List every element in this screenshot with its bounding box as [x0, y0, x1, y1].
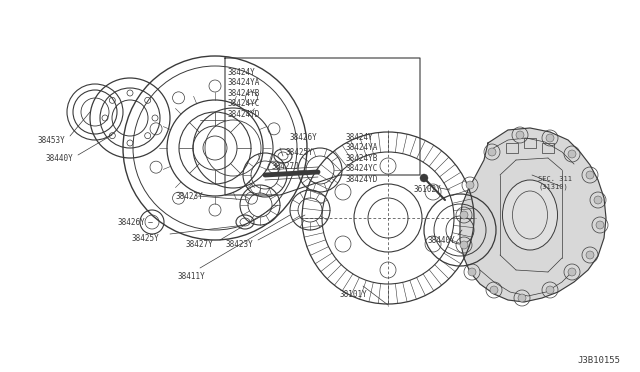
Text: 38453Y: 38453Y: [38, 136, 66, 145]
Ellipse shape: [502, 180, 557, 250]
Text: 36102Y: 36102Y: [414, 185, 442, 194]
Bar: [506, 143, 518, 153]
Circle shape: [420, 174, 428, 182]
Text: 38426Y: 38426Y: [118, 218, 146, 227]
Circle shape: [568, 150, 576, 158]
Text: 38424Y
38424YA
38424YB
38424YC
38424YD: 38424Y 38424YA 38424YB 38424YC 38424YD: [345, 133, 378, 184]
Text: 38423Y: 38423Y: [225, 240, 253, 249]
Text: 38101Y: 38101Y: [340, 290, 368, 299]
Circle shape: [546, 134, 554, 142]
Text: 38411Y: 38411Y: [178, 272, 205, 281]
Text: 38425Y: 38425Y: [132, 234, 160, 243]
Text: 38440Y: 38440Y: [46, 154, 74, 163]
Text: 38427J: 38427J: [272, 162, 300, 171]
Circle shape: [518, 294, 526, 302]
Circle shape: [468, 268, 476, 276]
Text: 38426Y: 38426Y: [290, 133, 317, 142]
Circle shape: [466, 181, 474, 189]
Text: 38425Y: 38425Y: [285, 148, 313, 157]
Circle shape: [490, 286, 498, 294]
Circle shape: [586, 251, 594, 259]
Circle shape: [460, 211, 468, 219]
Text: 38423Y: 38423Y: [175, 192, 203, 201]
Circle shape: [568, 268, 576, 276]
Bar: [524, 138, 536, 148]
Circle shape: [594, 196, 602, 204]
Bar: [542, 143, 554, 153]
Circle shape: [488, 148, 496, 156]
Circle shape: [596, 221, 604, 229]
Text: 38440Y: 38440Y: [428, 236, 456, 245]
Text: SEC. 311
(31310): SEC. 311 (31310): [538, 176, 572, 189]
Text: 38427Y: 38427Y: [185, 240, 212, 249]
Circle shape: [546, 286, 554, 294]
Text: J3B10155: J3B10155: [577, 356, 620, 365]
Circle shape: [516, 131, 524, 139]
Text: 38424Y
38424YA
38424YB
38424YC
38424YD: 38424Y 38424YA 38424YB 38424YC 38424YD: [228, 68, 260, 119]
Circle shape: [460, 241, 468, 249]
Circle shape: [586, 171, 594, 179]
Polygon shape: [460, 128, 606, 302]
